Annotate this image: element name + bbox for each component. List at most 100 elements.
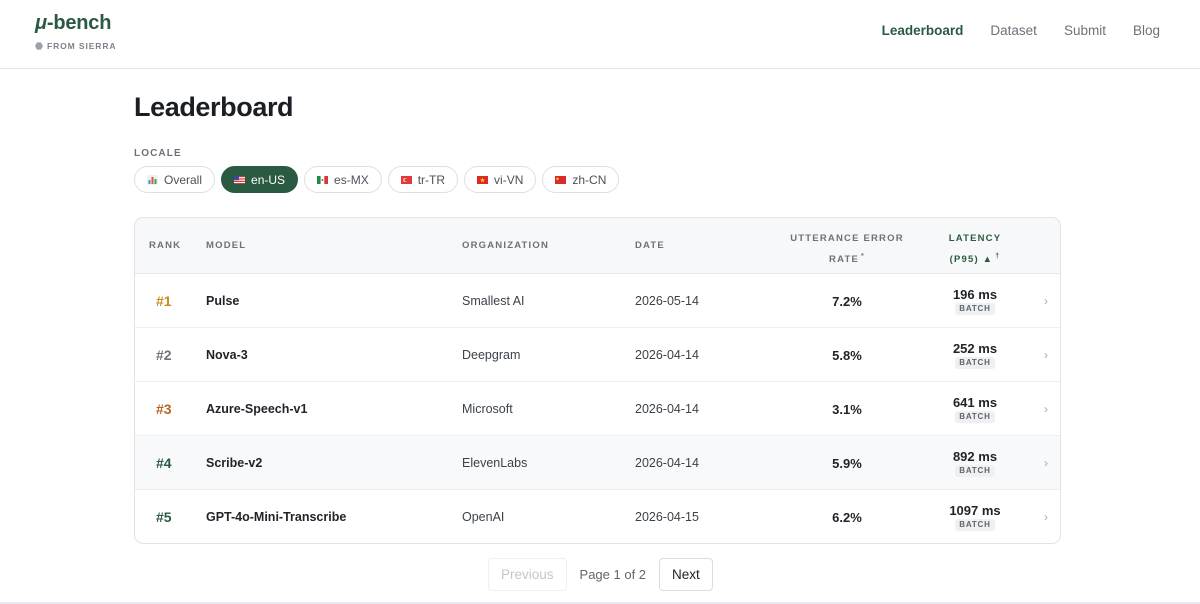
row-date: 2026-04-14 [635, 456, 699, 470]
batch-badge: BATCH [955, 465, 995, 477]
row-rank: #4 [156, 455, 172, 471]
row-rank: #3 [156, 401, 172, 417]
nav-submit[interactable]: Submit [1063, 23, 1106, 38]
row-error-rate: 5.9% [832, 455, 862, 471]
sierra-hex-icon [35, 42, 43, 50]
mx-flag-icon [317, 175, 329, 184]
locale-chip-es-mx[interactable]: es-MX [304, 166, 382, 193]
header-latency-sort[interactable]: LATENCY (P95) ▲ † [925, 230, 1025, 269]
us-flag-icon [234, 175, 246, 184]
row-latency-value: 641 ms [952, 395, 998, 410]
header-rate-footnote: * [861, 253, 865, 260]
chevron-right-icon[interactable]: › [1044, 510, 1048, 524]
page-bottom-divider [0, 602, 1200, 604]
vn-flag-icon [477, 175, 489, 184]
row-latency: 1097 ms BATCH [925, 490, 1025, 543]
header-rate-line2: RATE [829, 254, 860, 266]
row-rank: #1 [156, 293, 172, 309]
page-title: Leaderboard [134, 92, 294, 122]
row-date: 2026-04-15 [635, 510, 699, 524]
table-row[interactable]: #2 Nova-3 Deepgram 2026-04-14 5.8% 252 ms BATC… [135, 328, 1060, 382]
row-rank: #5 [156, 509, 172, 525]
locale-chip-vi-vn[interactable]: vi-VN [464, 166, 537, 193]
row-error-rate: 6.2% [832, 509, 862, 525]
header-utterance-error-rate[interactable]: UTTERANCE ERROR RATE * [775, 230, 919, 269]
main-nav: Leaderboard Dataset Submit Blog [882, 22, 1160, 40]
row-latency: 641 ms BATCH [925, 382, 1025, 436]
page-info: Page 1 of 2 [579, 567, 647, 582]
locale-chip-overall[interactable]: Overall [134, 166, 216, 193]
brand-name: μ-bench [35, 12, 116, 35]
locale-chip-tr-tr[interactable]: tr-TR [387, 166, 459, 193]
chevron-right-icon[interactable]: › [1044, 456, 1048, 470]
row-latency-value: 196 ms [952, 287, 998, 302]
table-row[interactable]: #3 Azure-Speech-v1 Microsoft 2026-04-14 3.1%… [135, 382, 1060, 436]
chevron-right-icon[interactable]: › [1044, 348, 1048, 362]
row-model: Azure-Speech-v1 [206, 402, 308, 416]
chevron-right-icon[interactable]: › [1044, 402, 1048, 416]
row-model: Pulse [206, 294, 240, 308]
header-organization: ORGANIZATION [462, 240, 550, 251]
brand-logo[interactable]: μ-bench FROM SIERRA [35, 12, 116, 51]
batch-badge: BATCH [955, 519, 995, 531]
row-date: 2026-04-14 [635, 348, 699, 362]
row-latency-value: 1097 ms [949, 503, 1001, 518]
header-latency-line1: LATENCY [948, 233, 1002, 244]
top-bar: μ-bench FROM SIERRA Leaderboard Dataset … [0, 0, 1200, 69]
pagination: Previous Page 1 of 2 Next [488, 558, 713, 591]
nav-blog[interactable]: Blog [1132, 23, 1160, 38]
row-date: 2026-05-14 [635, 294, 699, 308]
tr-flag-icon [400, 175, 412, 184]
locale-chip-label: Overall [164, 172, 203, 187]
chevron-right-icon[interactable]: › [1044, 294, 1048, 308]
bar-chart-icon [147, 174, 158, 185]
row-model: Nova-3 [206, 348, 248, 362]
locale-label: LOCALE [134, 148, 182, 159]
locale-chip-label: zh-CN [572, 172, 607, 187]
row-organization: OpenAI [462, 510, 505, 524]
table-row[interactable]: #5 GPT-4o-Mini-Transcribe OpenAI 2026-04-15… [135, 490, 1060, 543]
row-rank: #2 [156, 347, 172, 363]
locale-chip-label: es-MX [334, 172, 369, 187]
batch-badge: BATCH [955, 357, 995, 369]
table-row[interactable]: #4 Scribe-v2 ElevenLabs 2026-04-14 5.9% 892 m… [135, 436, 1060, 490]
locale-chip-en-us[interactable]: en-US [221, 166, 299, 193]
locale-chip-zh-cn[interactable]: zh-CN [542, 166, 620, 193]
locale-chip-label: tr-TR [417, 172, 446, 187]
batch-badge: BATCH [955, 303, 995, 315]
row-model: Scribe-v2 [206, 456, 263, 470]
row-model: GPT-4o-Mini-Transcribe [206, 510, 347, 524]
row-organization: Microsoft [462, 402, 513, 416]
header-latency-footnote: † [995, 253, 1001, 260]
header-date: DATE [635, 240, 665, 251]
locale-chip-label: en-US [251, 172, 286, 187]
table-header: RANK MODEL ORGANIZATION DATE UTTERANCE E… [135, 218, 1060, 274]
row-error-rate: 3.1% [832, 401, 862, 417]
row-organization: ElevenLabs [462, 456, 528, 470]
row-organization: Smallest AI [462, 294, 525, 308]
brand-subtitle-text: FROM SIERRA [47, 41, 117, 51]
header-model: MODEL [206, 240, 247, 251]
header-latency-line2: (P95) ▲ [949, 254, 994, 266]
brand-name-text: -bench [46, 12, 112, 34]
batch-badge: BATCH [955, 411, 995, 423]
locale-chip-label: vi-VN [494, 172, 524, 187]
cn-flag-icon [555, 175, 567, 184]
previous-button[interactable]: Previous [488, 558, 567, 591]
row-date: 2026-04-14 [635, 402, 699, 416]
header-rate-line1: UTTERANCE ERROR [790, 233, 904, 244]
brand-mu: μ [35, 12, 47, 34]
table-row[interactable]: #1 Pulse Smallest AI 2026-05-14 7.2% 196 ms BA… [135, 274, 1060, 328]
row-latency-value: 892 ms [952, 449, 998, 464]
nav-dataset[interactable]: Dataset [990, 23, 1037, 38]
row-error-rate: 7.2% [832, 293, 862, 309]
row-organization: Deepgram [462, 348, 521, 362]
row-latency: 892 ms BATCH [925, 436, 1025, 490]
row-error-rate: 5.8% [832, 347, 862, 363]
nav-leaderboard[interactable]: Leaderboard [881, 23, 964, 38]
header-rank: RANK [149, 240, 182, 251]
row-latency: 252 ms BATCH [925, 328, 1025, 382]
leaderboard-table: RANK MODEL ORGANIZATION DATE UTTERANCE E… [134, 217, 1061, 544]
brand-subtitle: FROM SIERRA [35, 41, 116, 51]
next-button[interactable]: Next [659, 558, 713, 591]
